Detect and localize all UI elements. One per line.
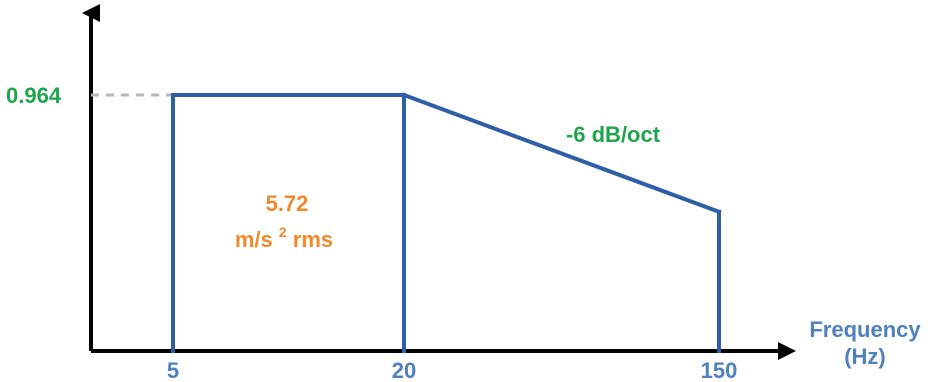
rms-unit-suffix: rms (293, 227, 333, 252)
rms-value-label: 5.72 (266, 191, 309, 216)
x-tick-label: 20 (392, 358, 416, 382)
x-tick-label: 5 (167, 358, 179, 382)
rms-unit-exponent: 2 (279, 224, 287, 240)
axes-layer (82, 4, 796, 360)
tick-layer: 5 20 150 0.964 (6, 83, 737, 382)
x-axis-unit-label: (Hz) (844, 344, 886, 369)
series-layer (171, 92, 722, 353)
y-tick-label: 0.964 (6, 83, 62, 108)
annotation-layer: 5.72 m/s 2 rms -6 dB/oct Frequency (Hz) (235, 122, 922, 369)
x-axis-label: Frequency (809, 317, 921, 342)
series-rolloff (401, 92, 722, 215)
rms-unit-label: m/s 2 rms (235, 217, 333, 252)
slope-label: -6 dB/oct (566, 122, 661, 147)
rms-unit-prefix: m/s (235, 227, 273, 252)
x-tick-label: 150 (701, 358, 738, 382)
